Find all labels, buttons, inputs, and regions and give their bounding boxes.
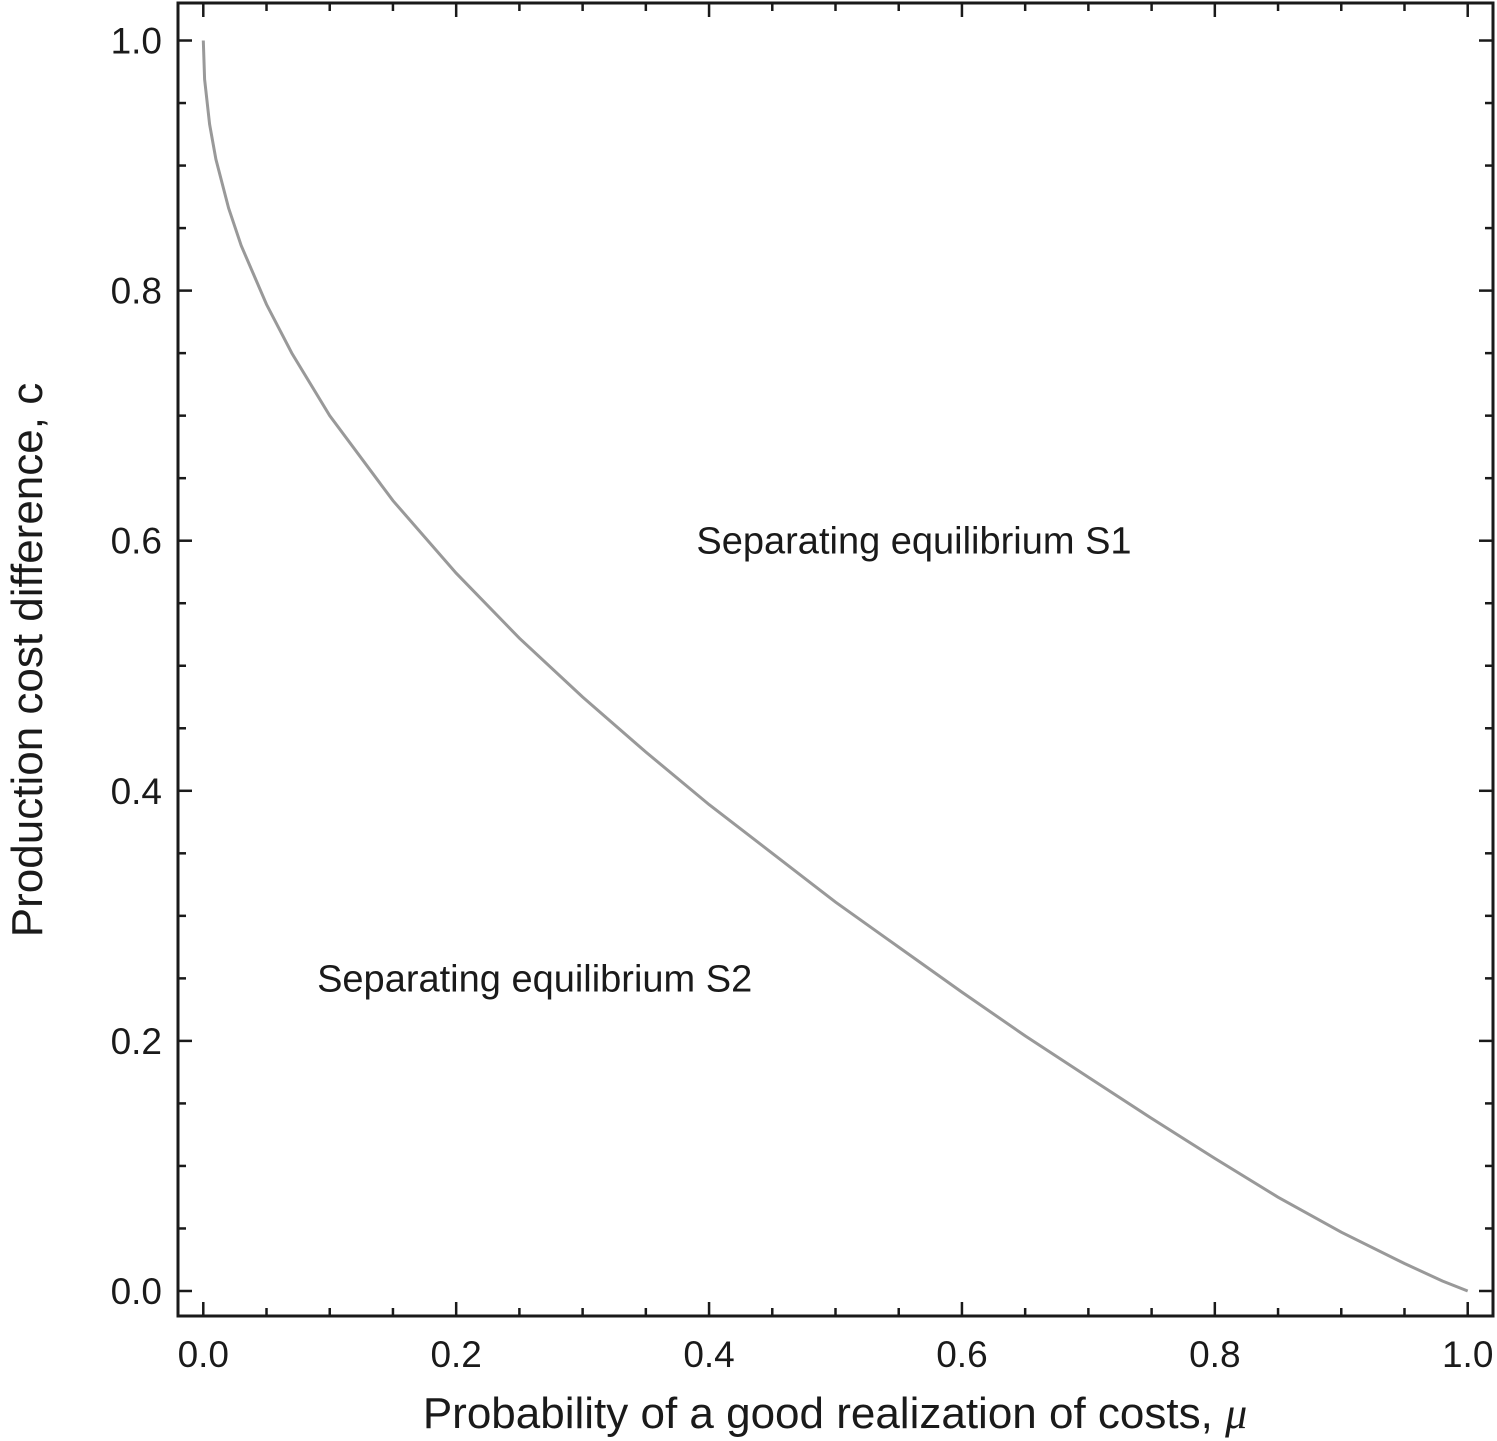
x-tick-label: 0.8	[1189, 1334, 1240, 1375]
plot-frame	[176, 1, 1495, 1318]
x-tick-label: 0.0	[178, 1334, 229, 1375]
x-axis-symbol: μ	[1224, 1389, 1247, 1438]
x-tick-label: 0.4	[683, 1334, 734, 1375]
y-axis-title: Production cost difference, c	[3, 383, 52, 937]
boundary-curve	[201, 40, 1469, 1293]
region-label: Separating equilibrium S2	[317, 958, 752, 1000]
region-label: Separating equilibrium S1	[696, 521, 1131, 563]
x-tick-label: 0.6	[936, 1334, 987, 1375]
axis-ticks	[178, 3, 1493, 1316]
y-tick-label: 0.2	[111, 1021, 162, 1062]
y-tick-label: 0.0	[111, 1271, 162, 1312]
x-axis-title-text: Probability of a good realization of cos…	[423, 1389, 1213, 1438]
y-tick-label: 0.6	[111, 521, 162, 562]
y-tick-label: 0.8	[111, 271, 162, 312]
x-axis-title: Probability of a good realization of cos…	[423, 1389, 1247, 1438]
y-tick-label: 0.4	[111, 771, 162, 812]
x-tick-label: 0.2	[430, 1334, 481, 1375]
axis-tick-labels: 0.0 0.2 0.4 0.6 0.8 1.0 0.0 0.2 0.4 0.6 0.8 1.0	[111, 21, 1494, 1375]
x-tick-label: 1.0	[1442, 1334, 1493, 1375]
y-tick-label: 1.0	[111, 21, 162, 62]
region-annotations: Separating equilibrium S1 Separating equi…	[317, 521, 1131, 1001]
